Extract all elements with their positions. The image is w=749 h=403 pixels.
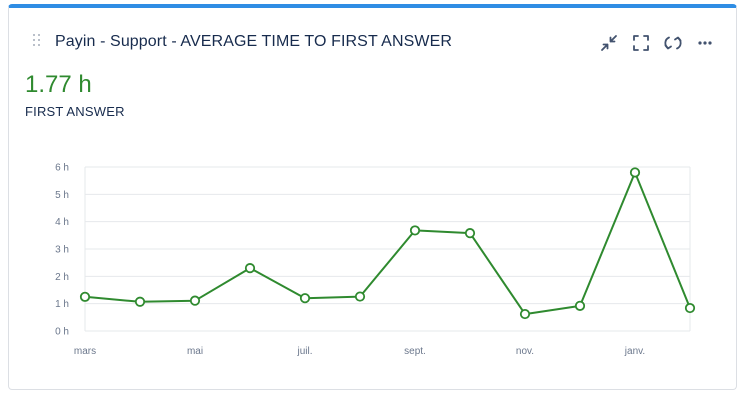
data-point[interactable] [464,228,476,239]
data-point[interactable] [79,291,91,302]
x-tick-label: mars [74,346,96,357]
x-tick-label: mai [187,346,203,357]
line-chart: 0 h 1 h 2 h 3 h 4 h 5 h 6 h mars mai juil. sept. no… [55,163,696,357]
data-point[interactable] [134,296,146,307]
data-point[interactable] [299,293,311,304]
dashboard-widget: Payin - Support - AVERAGE TIME TO FIRST … [8,4,737,390]
y-tick-label: 6 h [55,163,69,174]
widget-title: Payin - Support - AVERAGE TIME TO FIRST … [55,33,453,50]
series-line [84,171,691,316]
metric-value: 1.77 h [25,71,92,98]
x-tick-label: sept. [404,346,426,357]
metric-label: FIRST ANSWER [25,104,125,119]
more-icon[interactable] [694,32,716,54]
data-point[interactable] [684,302,696,314]
data-point[interactable] [189,295,201,306]
x-tick-label: janv. [624,346,645,357]
data-point[interactable] [354,291,366,302]
data-point[interactable] [409,225,421,236]
y-tick-label: 2 h [55,272,69,283]
fullscreen-icon[interactable] [630,32,652,54]
collapse-icon[interactable] [598,32,620,54]
data-point[interactable] [519,308,531,320]
y-tick-label: 0 h [55,327,69,338]
data-point[interactable] [574,300,586,311]
y-tick-label: 4 h [55,217,69,228]
data-point[interactable] [244,263,256,274]
drag-handle-icon[interactable] [33,34,41,46]
x-tick-label: nov. [516,346,534,357]
y-tick-label: 3 h [55,245,69,256]
refresh-icon[interactable] [662,32,684,54]
y-tick-label: 5 h [55,190,69,201]
widget-header: Payin - Support - AVERAGE TIME TO FIRST … [9,8,736,52]
x-tick-label: juil. [296,346,312,357]
data-point[interactable] [629,167,641,178]
y-tick-label: 1 h [55,299,69,310]
widget-actions [598,32,716,54]
